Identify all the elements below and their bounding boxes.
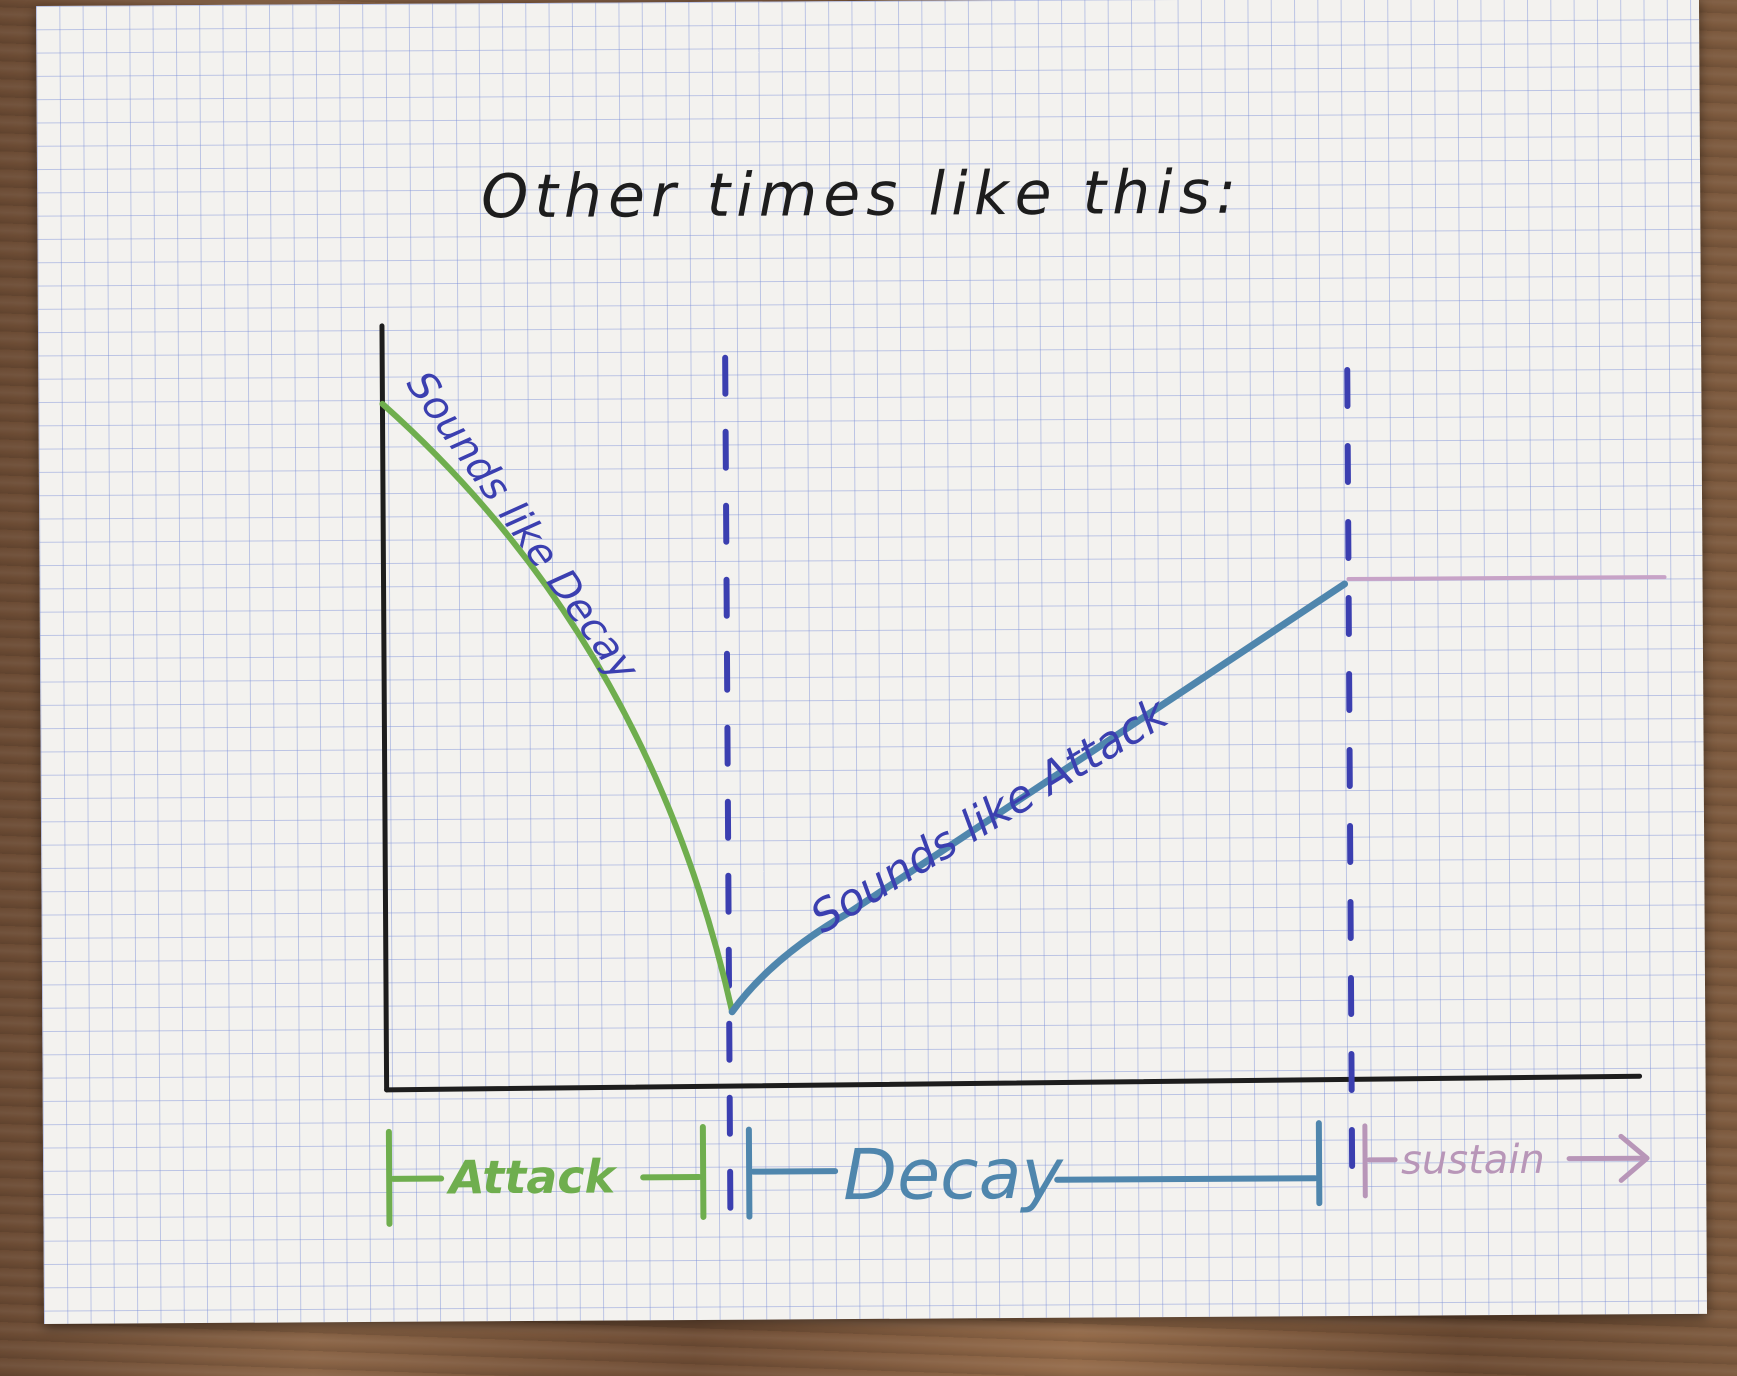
sustain-phase-label: sustain [1401,1137,1545,1184]
decay-sustain-boundary [1344,366,1356,1208]
attack-phase-label: Attack [446,1149,618,1204]
sustain-phase-bracket: sustain [1362,1123,1650,1199]
decay-curve-annotation: Sounds like Attack [802,687,1178,943]
envelope-diagram: Other times like this: Sounds like Decay… [379,158,1667,1227]
decay-phase-bracket: Decay [745,1120,1323,1220]
sustain-line [1346,575,1667,581]
diagram-title: Other times like this: [481,158,1243,233]
y-axis [379,323,390,1093]
decay-curve [728,580,1349,1016]
x-axis [384,1073,1643,1093]
graph-paper-sheet: Other times like this: Sounds like Decay… [36,0,1708,1324]
attack-curve-annotation: Sounds like Decay [397,363,648,691]
attack-curve [379,400,736,1015]
attack-phase-bracket: Attack [385,1123,707,1227]
decay-phase-label: Decay [843,1133,1065,1216]
